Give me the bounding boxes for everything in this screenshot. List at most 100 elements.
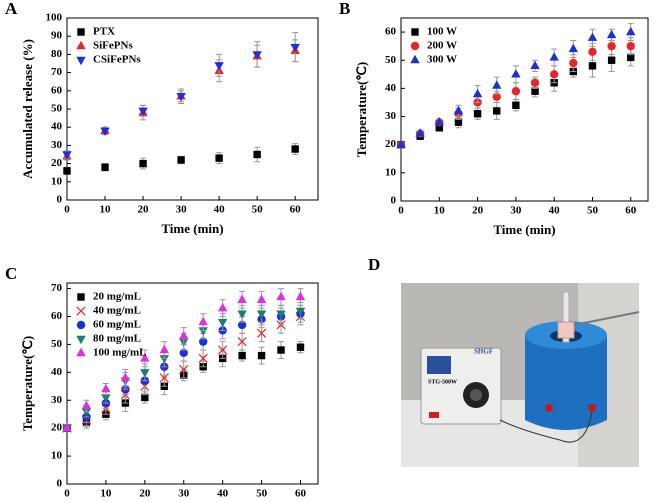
x-tick-label: 20 [138,204,150,216]
legend-marker [77,28,85,36]
y-tick-label: 40 [51,121,63,133]
marker [295,291,306,301]
legend-label: 80 mg/mL [93,333,141,345]
marker [492,92,501,102]
x-tick-label: 30 [510,205,522,217]
plot-frame [400,17,649,202]
marker [217,302,228,312]
marker [434,116,444,126]
marker [277,346,285,354]
marker [81,408,92,417]
brand: SHGF [474,348,493,356]
x-tick-label: 10 [434,205,446,217]
marker [217,318,228,328]
x-tick-label: 60 [295,488,307,500]
marker [530,78,540,87]
x-tick-label: 0 [398,205,404,217]
y-tick-label: 30 [51,139,63,151]
x-tick-label: 30 [178,488,190,500]
y-tick-label: 60 [385,26,397,38]
legend-label: 200 W [427,40,457,52]
marker [256,328,267,338]
marker [588,62,597,70]
y-tick-label: 10 [51,450,63,462]
marker [237,310,247,319]
marker [199,337,208,346]
legend-marker [76,347,86,357]
marker [252,51,262,60]
marker [453,105,464,115]
marker [435,124,443,132]
marker [198,353,208,363]
marker [198,316,208,326]
legend-label: 100 mg/mL [93,347,146,359]
marker [215,154,223,162]
marker [549,52,559,61]
marker [256,294,267,303]
y-tick-label: 50 [51,103,63,115]
marker [101,383,111,393]
marker [218,345,228,355]
x-axis-label: Time (min) [493,222,555,237]
marker [492,80,502,89]
y-tick-label: 30 [51,394,63,406]
legend-marker [411,28,419,36]
legend-label: SiFePNs [93,40,133,52]
y-tick-label: 10 [51,175,63,187]
y-tick-label: 80 [51,48,63,60]
marker [531,87,539,95]
panel-label: A [5,0,18,18]
marker [253,150,261,159]
marker [290,43,300,53]
legend-marker [77,293,85,301]
model: STG-500W [428,379,457,385]
marker [493,107,501,115]
x-tick-label: 60 [290,204,302,216]
marker [396,139,406,148]
legend-marker [410,41,420,51]
y-tick-label: 40 [51,366,63,378]
y-tick-label: 40 [385,82,397,94]
legend-label: 100 W [427,26,457,38]
marker [100,127,110,137]
y-tick-label: 50 [385,54,397,66]
marker [101,394,111,403]
marker [214,62,224,71]
cable [499,411,593,443]
x-tick-label: 0 [64,488,70,500]
marker [256,310,267,319]
marker [549,70,559,79]
marker [626,41,635,51]
y-tick-label: 0 [57,478,63,490]
marker [588,47,597,56]
tube [562,291,570,343]
marker [62,151,72,160]
heater-body [525,335,607,430]
marker [587,32,598,41]
switch [429,412,439,418]
plot-frame [66,282,319,485]
marker [141,393,149,402]
y-tick-label: 20 [385,138,397,150]
x-tick-label: 10 [100,488,112,500]
legend-marker [76,335,86,345]
marker [198,327,208,336]
marker [511,87,521,96]
marker [177,156,185,164]
marker [454,118,463,126]
y-tick-label: 50 [51,338,63,350]
marker [138,107,148,117]
x-tick-label: 40 [549,205,561,217]
marker [415,128,425,137]
x-tick-label: 50 [587,205,599,217]
clamp [557,321,575,339]
x-tick-label: 30 [176,204,188,216]
marker [81,400,92,410]
terminal [588,404,596,412]
x-tick-label: 10 [100,204,112,216]
marker [276,291,286,301]
marker [291,145,299,153]
y-tick-label: 20 [51,422,63,434]
marker [511,69,521,78]
